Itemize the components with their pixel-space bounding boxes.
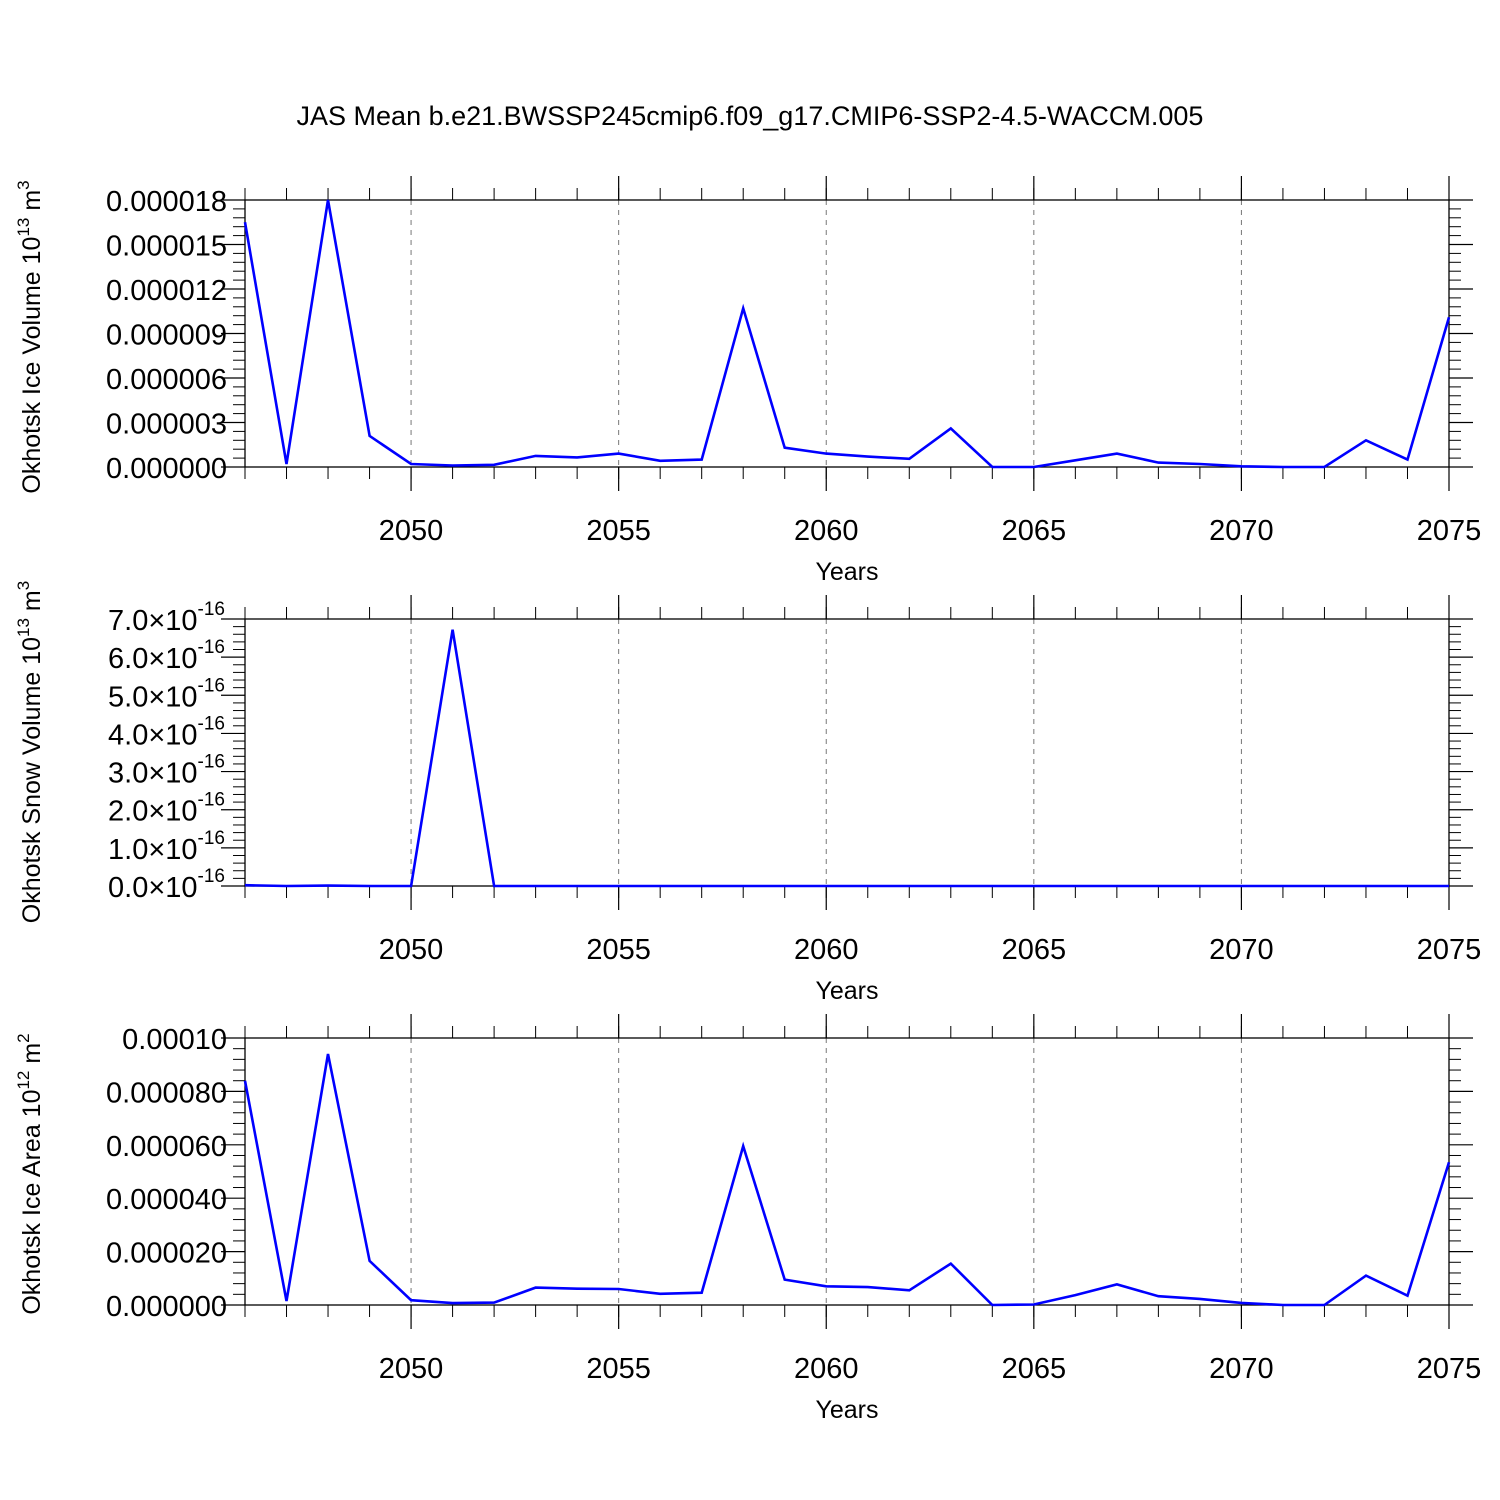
x-tick-label: 2075: [1417, 1353, 1482, 1385]
y-tick-label: 0.000020: [106, 1238, 227, 1270]
x-tick-label: 2060: [794, 934, 859, 966]
x-tick-label: 2070: [1209, 515, 1274, 547]
y-tick-mantissa: 4.0×10: [108, 719, 198, 751]
x-tick-label: 2050: [379, 515, 444, 547]
y-tick-label: 0.000015: [106, 231, 227, 263]
y-axis-label: Okhotsk Ice Volume 1013 m3: [14, 180, 46, 493]
y-tick-label: 0.000012: [106, 275, 227, 307]
x-tick-label: 2065: [1002, 515, 1067, 547]
y-tick-exponent: -16: [198, 675, 225, 696]
y-tick-mantissa: 7.0×10: [108, 605, 198, 637]
chart-panel-2: 2050 2055 2060 2065 2070 20750.0×10-161.0×10-…: [14, 581, 1481, 1005]
y-tick-exponent: -16: [198, 828, 225, 849]
y-tick-label: 0.00010: [122, 1024, 227, 1056]
x-axis-label: Years: [815, 1396, 878, 1424]
y-tick-label: 1.0×10-16: [108, 828, 225, 866]
y-tick-label: 7.0×10-16: [108, 599, 225, 637]
y-tick-label: 4.0×10-16: [108, 713, 225, 751]
y-tick-label: 0.000006: [106, 364, 227, 396]
y-tick-exponent: -16: [198, 599, 225, 620]
y-tick-mantissa: 5.0×10: [108, 681, 198, 713]
y-axis-label: Okhotsk Ice Area 1012 m2: [14, 1033, 46, 1314]
y-tick-label: 0.000000: [106, 1291, 227, 1323]
x-axis-label: Years: [815, 977, 878, 1005]
x-tick-label: 2055: [586, 1353, 651, 1385]
y-tick-label: 0.0×10-16: [108, 866, 225, 904]
x-tick-label: 2065: [1002, 1353, 1067, 1385]
chart-panel-3: 2050 2055 2060 2065 2070 2075 0.000000 0.000020…: [14, 1014, 1481, 1424]
y-tick-mantissa: 2.0×10: [108, 796, 198, 828]
y-tick-label: 0.000003: [106, 409, 227, 441]
x-tick-label: 2070: [1209, 934, 1274, 966]
x-tick-label: 2050: [379, 1353, 444, 1385]
y-tick-mantissa: 3.0×10: [108, 758, 198, 790]
x-axis-label: Years: [815, 558, 878, 586]
y-tick-mantissa: 0.0×10: [108, 872, 198, 904]
y-tick-label: 0.000018: [106, 186, 227, 218]
y-tick-mantissa: 6.0×10: [108, 643, 198, 675]
y-tick-exponent: -16: [198, 866, 225, 887]
x-tick-label: 2055: [586, 515, 651, 547]
series-line: [244, 629, 1449, 888]
figure-title: JAS Mean b.e21.BWSSP245cmip6.f09_g17.CMI…: [297, 101, 1204, 131]
x-tick-label: 2060: [794, 1353, 859, 1385]
y-tick-mantissa: 1.0×10: [108, 834, 198, 866]
y-tick-exponent: -16: [198, 637, 225, 658]
y-tick-label: 0.000040: [106, 1184, 227, 1216]
y-tick-label: 6.0×10-16: [108, 637, 225, 675]
y-tick-label: 0.000060: [106, 1131, 227, 1163]
x-tick-label: 2075: [1417, 515, 1482, 547]
series-line: [243, 1053, 1451, 1307]
y-tick-label: 5.0×10-16: [108, 675, 225, 713]
x-tick-label: 2070: [1209, 1353, 1274, 1385]
y-tick-label: 2.0×10-16: [108, 790, 225, 828]
series-line: [243, 199, 1451, 469]
x-tick-label: 2075: [1417, 934, 1482, 966]
y-tick-label: 0.000009: [106, 320, 227, 352]
chart-panel-1: 2050 2055 2060 2065 2070 2075 0.000000 0.000003…: [14, 176, 1481, 586]
x-tick-label: 2060: [794, 515, 859, 547]
panels: 2050 2055 2060 2065 2070 2075 0.000000 0.000003…: [14, 176, 1481, 1424]
x-tick-label: 2065: [1002, 934, 1067, 966]
y-tick-exponent: -16: [198, 790, 225, 811]
y-tick-label: 0.000080: [106, 1077, 227, 1109]
y-tick-label: 0.000000: [106, 453, 227, 485]
x-tick-label: 2050: [379, 934, 444, 966]
plot-frame: [244, 1037, 1450, 1306]
y-tick-exponent: -16: [198, 752, 225, 773]
y-tick-exponent: -16: [198, 713, 225, 734]
x-tick-label: 2055: [586, 934, 651, 966]
y-tick-label: 3.0×10-16: [108, 752, 225, 790]
y-axis-label: Okhotsk Snow Volume 1013 m3: [14, 581, 46, 923]
